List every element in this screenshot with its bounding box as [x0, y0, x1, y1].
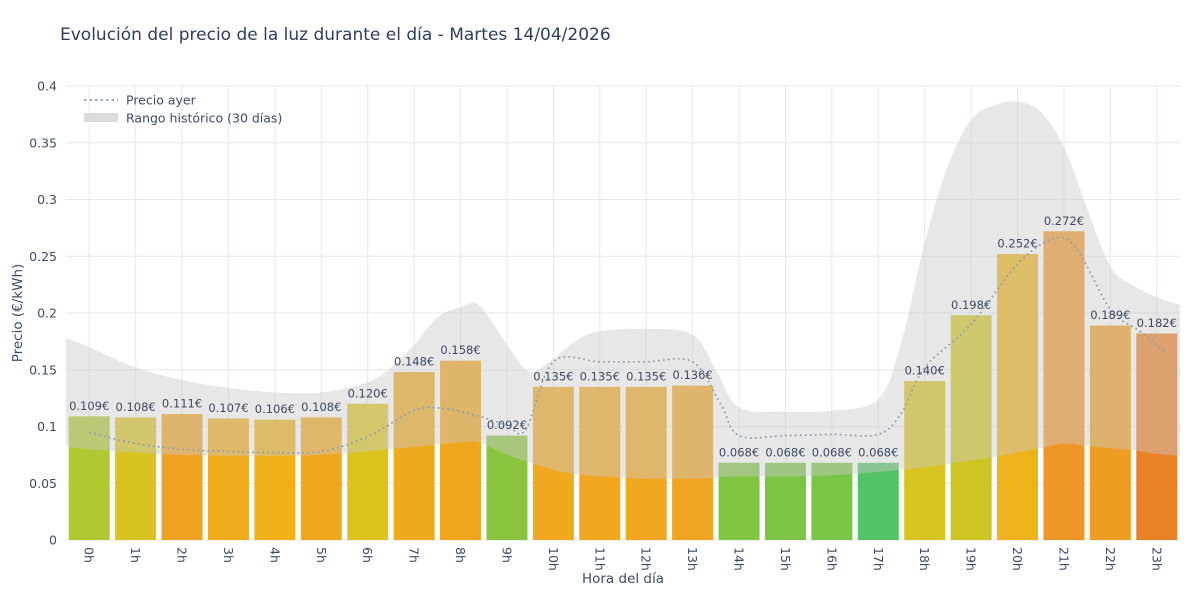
x-tick-label: 0h — [82, 547, 97, 563]
bar-value-label: 0.068€ — [858, 445, 898, 459]
bar-value-label: 0.158€ — [440, 343, 480, 357]
page-title: Evolución del precio de la luz durante e… — [60, 25, 611, 45]
legend-band-label: Rango histórico (30 días) — [126, 111, 282, 126]
x-tick-label: 22h — [1103, 547, 1118, 571]
bar-18h — [904, 381, 946, 540]
y-tick-label: 0.35 — [29, 135, 57, 150]
bar-22h — [1089, 325, 1131, 540]
bar-value-label: 0.136€ — [673, 368, 713, 382]
bar-2h — [161, 414, 203, 540]
y-tick-label: 0.4 — [37, 79, 57, 94]
bar-value-label: 0.135€ — [626, 369, 666, 383]
bar-17h — [857, 462, 899, 540]
bar-12h — [625, 386, 667, 540]
bar-value-label: 0.272€ — [1044, 214, 1084, 228]
x-tick-label: 13h — [685, 547, 700, 571]
bar-value-label: 0.106€ — [255, 402, 295, 416]
x-tick-label: 20h — [1010, 547, 1025, 571]
x-tick-label: 8h — [453, 547, 468, 563]
x-tick-label: 3h — [221, 547, 236, 563]
bar-value-label: 0.068€ — [812, 445, 852, 459]
x-tick-label: 14h — [732, 547, 747, 571]
bar-14h — [718, 462, 760, 540]
y-tick-label: 0.15 — [29, 362, 57, 377]
bar-value-label: 0.068€ — [719, 445, 759, 459]
bar-23h — [1136, 333, 1178, 540]
x-tick-label: 18h — [917, 547, 932, 571]
bar-value-label: 0.108€ — [116, 400, 156, 414]
bar-value-label: 0.198€ — [951, 298, 991, 312]
bar-6h — [347, 403, 389, 540]
bar-value-label: 0.068€ — [765, 445, 805, 459]
bar-4h — [254, 419, 296, 540]
bar-value-label: 0.109€ — [69, 399, 109, 413]
historic-range-band — [66, 101, 1180, 479]
x-tick-label: 16h — [824, 547, 839, 571]
x-tick-label: 1h — [128, 547, 143, 563]
legend-yesterday-label: Precio ayer — [126, 93, 197, 108]
x-tick-label: 7h — [407, 547, 422, 563]
bar-16h — [811, 462, 853, 540]
y-tick-label: 0 — [49, 533, 57, 548]
bar-value-label: 0.092€ — [487, 418, 527, 432]
bar-20h — [997, 253, 1039, 541]
x-tick-label: 5h — [314, 547, 329, 563]
bar-10h — [532, 386, 574, 540]
bar-9h — [486, 435, 528, 540]
bar-21h — [1043, 231, 1085, 540]
x-tick-label: 19h — [964, 547, 979, 571]
bar-0h — [68, 416, 110, 540]
bar-value-label: 0.120€ — [348, 386, 388, 400]
x-tick-label: 2h — [175, 547, 190, 563]
bar-value-label: 0.111€ — [162, 397, 202, 411]
x-tick-label: 9h — [499, 547, 514, 563]
bar-5h — [300, 417, 342, 540]
yesterday-price-line — [88, 236, 1167, 454]
x-tick-label: 21h — [1056, 547, 1071, 571]
x-tick-label: 17h — [871, 547, 886, 571]
bar-15h — [764, 462, 806, 540]
bar-1h — [115, 417, 157, 540]
bar-value-label: 0.135€ — [533, 369, 573, 383]
y-tick-label: 0.05 — [29, 476, 57, 491]
bar-value-label: 0.252€ — [997, 236, 1037, 250]
y-axis-label: Precio (€/kWh) — [10, 264, 26, 363]
x-tick-label: 11h — [592, 547, 607, 571]
bar-13h — [672, 385, 714, 540]
y-tick-label: 0.2 — [37, 306, 57, 321]
bar-8h — [440, 360, 482, 540]
bar-3h — [207, 418, 249, 540]
x-tick-label: 4h — [267, 547, 282, 563]
bar-value-label: 0.108€ — [301, 400, 341, 414]
bar-19h — [950, 315, 992, 540]
x-axis-label: Hora del día — [582, 571, 664, 587]
x-tick-label: 10h — [546, 547, 561, 571]
y-tick-label: 0.25 — [29, 249, 57, 264]
bar-value-label: 0.182€ — [1137, 316, 1177, 330]
bar-value-label: 0.148€ — [394, 355, 434, 369]
y-tick-label: 0.3 — [37, 192, 57, 207]
y-tick-label: 0.1 — [37, 419, 57, 434]
x-tick-label: 6h — [360, 547, 375, 563]
bar-value-label: 0.135€ — [580, 369, 620, 383]
x-tick-label: 12h — [639, 547, 654, 571]
x-tick-label: 15h — [778, 547, 793, 571]
chart-root: 0 0.05 0.1 0.15 0.2 0.25 0.3 0.35 0.4 0.109€ 0.108… — [29, 79, 1180, 571]
bar-11h — [579, 386, 621, 540]
bar-7h — [393, 372, 435, 540]
bar-value-label: 0.140€ — [905, 364, 945, 378]
bar-value-label: 0.107€ — [208, 401, 248, 415]
legend-band-sample — [84, 113, 118, 122]
x-tick-label: 23h — [1149, 547, 1164, 571]
bar-value-label: 0.189€ — [1090, 308, 1130, 322]
